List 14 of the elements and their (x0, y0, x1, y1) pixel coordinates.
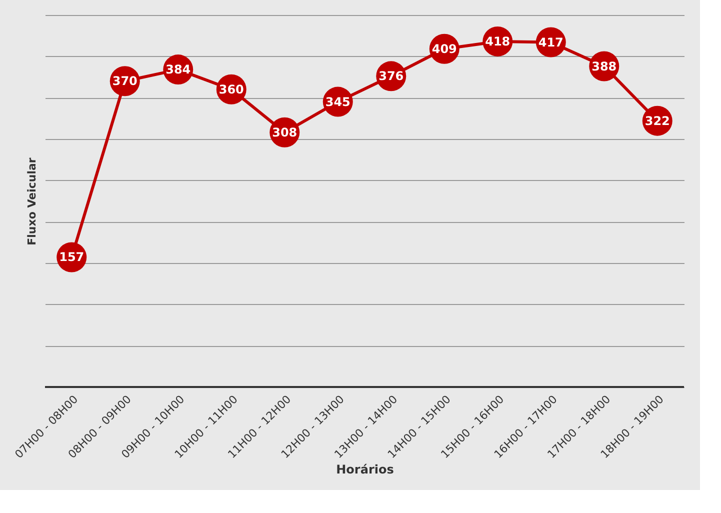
x-axis-title: Horários (336, 462, 394, 476)
data-label: 384 (166, 62, 191, 77)
data-label: 157 (59, 250, 84, 264)
data-label: 418 (485, 34, 510, 48)
data-label: 376 (378, 69, 404, 84)
data-label: 409 (432, 42, 457, 56)
data-label: 360 (218, 82, 244, 96)
data-label: 322 (644, 114, 670, 128)
data-label: 370 (112, 74, 138, 88)
data-label: 417 (538, 35, 564, 50)
y-axis-title: Fluxo Veicular (26, 157, 38, 246)
data-label: 388 (592, 59, 617, 74)
data-label: 345 (325, 94, 350, 109)
data-label: 308 (272, 125, 298, 140)
